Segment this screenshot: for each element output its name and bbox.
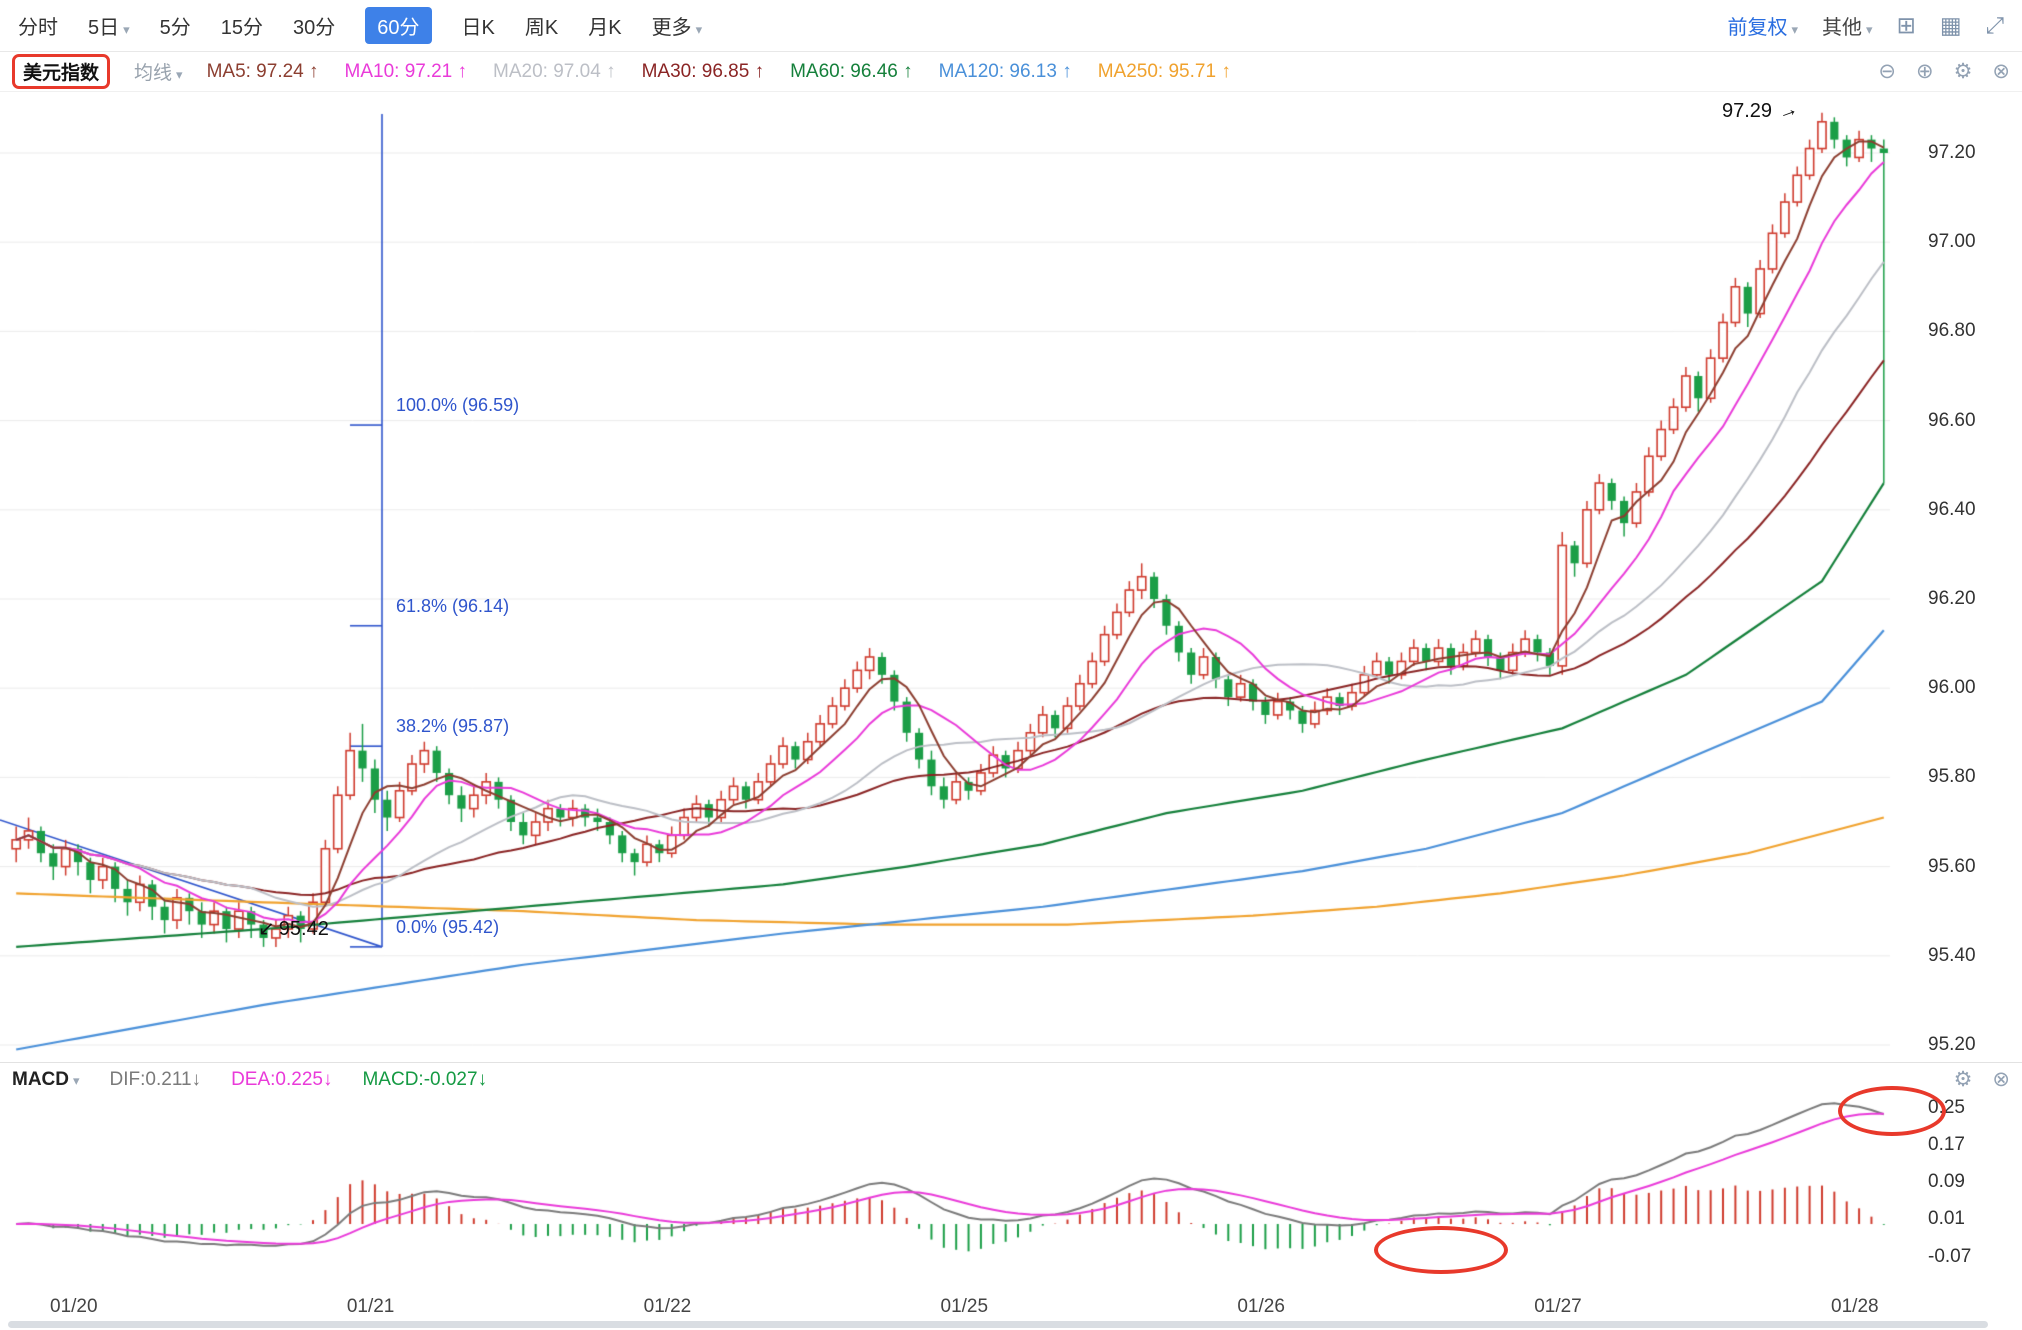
macd-axis-label: -0.07 <box>1928 1245 1972 1267</box>
ma-legend-item: MA20: 97.04 ↑ <box>493 60 616 82</box>
toolbar-right: 前复权 ▾ 其他 ▾ ⊞ ▦ ⤢ <box>1728 11 2004 40</box>
macd-title: MACD <box>12 1068 69 1090</box>
fib-level-label: 0.0% (95.42) <box>396 916 500 937</box>
chevron-down-icon: ▾ <box>1866 22 1873 37</box>
y-axis-label: 95.80 <box>1928 766 1976 788</box>
scrollbar[interactable] <box>8 1321 1988 1328</box>
settings-icon[interactable]: ⚙ <box>1953 1068 1973 1091</box>
tab-5日[interactable]: 5日 ▾ <box>88 17 130 39</box>
tab-更多[interactable]: 更多 ▾ <box>651 17 703 39</box>
macd-axis-label: 0.25 <box>1928 1096 1965 1118</box>
tab-5分[interactable]: 5分 <box>159 17 191 39</box>
chevron-down-icon: ▾ <box>176 67 183 82</box>
low-price-label: 95.42 <box>278 918 329 940</box>
tab-60分[interactable]: 60分 <box>365 7 432 44</box>
y-axis-label: 96.20 <box>1928 588 1976 609</box>
chevron-down-icon: ▾ <box>73 1072 80 1088</box>
fib-level-label: 61.8% (96.14) <box>396 595 510 616</box>
x-axis-label: 01/20 <box>50 1296 98 1317</box>
tab-分时[interactable]: 分时 <box>18 17 58 39</box>
macd-header: MACD ▾ DIF:0.211↓ DEA:0.225↓ MACD:-0.027↓… <box>0 1062 2022 1096</box>
tab-15分[interactable]: 15分 <box>220 17 264 39</box>
x-axis-label: 01/25 <box>940 1296 989 1317</box>
low-price-annotation: ↙ 95.42 <box>258 916 329 941</box>
tab-日K[interactable]: 日K <box>461 17 495 39</box>
other-dropdown[interactable]: 其他 ▾ <box>1822 11 1873 40</box>
ma-legend-item: MA60: 96.46 ↑ <box>790 60 913 82</box>
high-price-label: 97.29 <box>1722 100 1773 122</box>
high-price-annotation: 97.29 → <box>1722 97 1801 125</box>
fib-level-label: 100.0% (96.59) <box>396 395 520 416</box>
x-axis-label: 01/21 <box>346 1296 395 1317</box>
chevron-down-icon: ▾ <box>123 22 130 37</box>
symbol-name: 美元指数 <box>23 63 100 84</box>
y-axis-label: 97.00 <box>1928 231 1976 253</box>
toolbar: 分时 5日 ▾ 5分 15分 30分 60分 日K 周K 月K 更多 ▾ 前复权 ▾ 其他 ▾ ⊞ ▦ ⤢ <box>0 0 2022 52</box>
x-axis-label: 01/22 <box>643 1296 692 1317</box>
tab-周K[interactable]: 周K <box>524 17 559 39</box>
legend-bar: 美元指数 均线 ▾ MA5: 97.24 ↑ MA10: 97.21 ↑ MA20: … <box>0 52 2022 92</box>
y-axis-label: 96.00 <box>1928 677 1976 699</box>
y-axis-label: 96.80 <box>1928 320 1976 342</box>
macd-axis-label: 0.17 <box>1928 1133 1965 1155</box>
zoom-out-icon[interactable]: ⊖ <box>1878 60 1896 83</box>
ma-legend-item: MA5: 97.24 ↑ <box>206 60 319 82</box>
ma-legend-item: MA30: 96.85 ↑ <box>641 60 765 82</box>
tab-30分[interactable]: 30分 <box>293 17 336 39</box>
symbol-annotation-box: 美元指数 <box>12 54 111 89</box>
ma-legend: MA5: 97.24 ↑ MA10: 97.21 ↑ MA20: 97.04 ↑ MA… <box>207 61 1231 83</box>
macd-icons: ⚙ ⊗ <box>1954 1067 2010 1092</box>
dea-value: DEA:0.225↓ <box>231 1068 333 1090</box>
macd-value: MACD:-0.027↓ <box>362 1068 488 1090</box>
dif-value: DIF:0.211↓ <box>109 1068 202 1090</box>
y-axis-label: 95.60 <box>1928 855 1976 877</box>
multi-chart-icon[interactable]: ▦ <box>1939 12 1962 38</box>
adjust-mode-dropdown[interactable]: 前复权 ▾ <box>1728 11 1799 40</box>
y-axis-label: 96.60 <box>1928 409 1976 431</box>
tab-月K[interactable]: 月K <box>588 17 622 39</box>
fullscreen-icon[interactable]: ⤢ <box>1985 12 2004 38</box>
x-axis-label: 01/27 <box>1534 1296 1582 1317</box>
y-axis-label: 95.20 <box>1928 1034 1976 1055</box>
chevron-down-icon: ▾ <box>695 22 703 37</box>
macd-axis-label: 0.01 <box>1928 1208 1965 1230</box>
x-axis-label: 01/28 <box>1831 1296 1879 1317</box>
settings-icon[interactable]: ⚙ <box>1953 60 1973 83</box>
y-axis-label: 96.40 <box>1928 498 1976 520</box>
close-icon[interactable]: ⊗ <box>1992 1068 2010 1091</box>
ma-legend-item: MA10: 97.21 ↑ <box>344 60 468 82</box>
y-axis-label: 95.40 <box>1928 944 1976 966</box>
fib-level-label: 38.2% (95.87) <box>396 716 510 737</box>
macd-indicator-dropdown[interactable]: MACD ▾ <box>12 1069 80 1091</box>
y-axis-label: 97.20 <box>1928 142 1976 163</box>
ma-legend-item: MA120: 96.13 ↑ <box>938 60 1072 82</box>
grid-layout-icon[interactable]: ⊞ <box>1896 12 1916 38</box>
arrow-right-up-icon: → <box>1774 97 1802 125</box>
close-icon[interactable]: ⊗ <box>1992 60 2010 83</box>
timeframe-tabs: 分时 5日 ▾ 5分 15分 30分 60分 日K 周K 月K 更多 ▾ <box>18 7 702 44</box>
ma-legend-item: MA250: 95.71 ↑ <box>1097 60 1231 82</box>
arrow-down-left-icon: ↙ <box>258 918 275 940</box>
adjust-mode-label: 前复权 <box>1727 17 1788 39</box>
x-axis-label: 01/26 <box>1237 1296 1285 1317</box>
chevron-down-icon: ▾ <box>1791 22 1799 37</box>
legend-icons: ⊖ ⊕ ⚙ ⊗ <box>1878 59 2010 84</box>
ma-dropdown[interactable]: 均线 ▾ <box>134 58 183 85</box>
other-label: 其他 <box>1822 17 1863 39</box>
ma-dropdown-label: 均线 <box>134 63 173 84</box>
macd-axis-label: 0.09 <box>1928 1171 1965 1193</box>
zoom-in-icon[interactable]: ⊕ <box>1915 60 1934 83</box>
